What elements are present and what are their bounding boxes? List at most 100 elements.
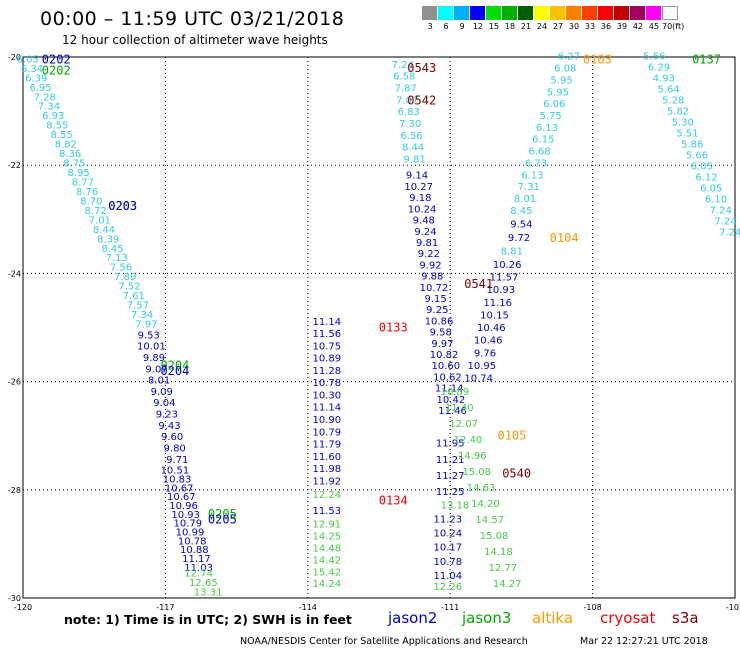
wave-height-value: 11.79: [312, 440, 341, 451]
wave-height-value: 10.01: [137, 342, 166, 353]
wave-height-value: 11.14: [312, 317, 341, 328]
wave-height-value: 11.56: [312, 329, 341, 340]
legend-label: 42: [632, 22, 644, 31]
legend-labels: 3 6 9 12 15 18 21 24 27 30 33 36 39 42 45 70(ft): [422, 22, 684, 31]
wave-height-value: 10.27: [404, 182, 433, 193]
wave-height-value: 7.31: [518, 182, 540, 193]
wave-height-value: 6.83: [398, 107, 420, 118]
pass-label: 0134: [379, 494, 408, 508]
wave-height-value: 10.24: [434, 528, 463, 539]
wave-height-value: 11.14: [312, 403, 341, 414]
wave-height-value: 10.46: [474, 336, 503, 347]
wave-height-value: 6.05: [17, 54, 39, 65]
wave-height-value: 12.91: [312, 520, 341, 531]
wave-height-value: 10.93: [171, 510, 200, 521]
wave-height-value: 7.57: [127, 301, 149, 312]
legend-label: 6: [443, 22, 449, 31]
wave-height-value: 10.89: [441, 387, 470, 398]
pass-label: 0541: [464, 277, 493, 291]
wave-height-value: 9.22: [418, 249, 440, 260]
wave-height-value: 9.81: [416, 238, 438, 249]
legend-label: 45: [648, 22, 660, 31]
footer-timestamp: Mar 22 12:27:21 UTC 2018: [580, 636, 708, 647]
legend-label: 24: [536, 22, 548, 31]
lon-tick-label: -108: [584, 603, 602, 612]
wave-height-value: 10.17: [434, 543, 463, 554]
pass-label: 0202: [42, 53, 71, 67]
wave-height-value: 9.15: [424, 294, 446, 305]
wave-height-value: 14.18: [484, 547, 513, 558]
wave-height-value: 10.78: [434, 557, 463, 568]
legend-swatch: [534, 6, 550, 20]
legend-label: 27: [552, 22, 564, 31]
wave-height-value: 5.95: [547, 87, 569, 98]
wave-height-value: 12.77: [488, 563, 517, 574]
wave-height-value: 5.75: [539, 111, 561, 122]
wave-height-value: 6.13: [536, 123, 558, 134]
pass-label: 0103: [583, 53, 612, 67]
wave-height-value: 9.58: [430, 328, 452, 339]
wave-height-value: 12.26: [434, 582, 463, 593]
lat-tick-label: -22: [8, 161, 21, 170]
wave-height-value: 9.14: [406, 171, 428, 182]
wave-height-value: 10.78: [312, 378, 341, 389]
wave-height-value: 10.83: [163, 474, 192, 485]
wave-height-value: 11.40: [445, 403, 474, 414]
wave-height-value: 7.07: [396, 95, 418, 106]
wave-height-value: 7.61: [123, 291, 145, 302]
wave-height-value: 12.24: [312, 490, 341, 501]
wave-height-value: 6.06: [543, 99, 565, 110]
legend-swatch: [614, 6, 630, 20]
wave-height-value: 14.96: [458, 451, 487, 462]
wave-height-value: 9.25: [426, 305, 448, 316]
wave-height-value: 7.34: [131, 310, 153, 321]
wave-height-value: 14.63: [467, 483, 496, 494]
wave-height-value: 8.75: [63, 159, 85, 170]
wave-height-value: 7.24: [392, 60, 414, 71]
wave-height-value: 8.82: [55, 140, 77, 151]
wave-height-value: 9.24: [414, 227, 436, 238]
satellite-legend-s3a: s3a: [672, 609, 699, 627]
legend-swatch: [518, 6, 534, 20]
wave-height-value: 5.82: [667, 107, 689, 118]
wave-height-value: 8.70: [80, 196, 102, 207]
wave-height-value: 12.07: [449, 419, 478, 430]
wave-height-value: 9.43: [158, 421, 180, 432]
wave-height-value: 7.89: [114, 272, 136, 283]
wave-height-value: 8.72: [84, 206, 106, 217]
wave-height-value: 10.86: [425, 316, 454, 327]
wave-height-value: 9.54: [510, 219, 532, 230]
wave-height-value: 9.18: [409, 193, 431, 204]
lon-tick-label: -105: [726, 603, 740, 612]
wave-height-value: 9.89: [143, 353, 165, 364]
legend-label: 12: [472, 22, 484, 31]
pass-label: 0542: [407, 93, 436, 107]
wave-height-value: 10.79: [174, 519, 203, 530]
wave-height-value: 6.13: [521, 170, 543, 181]
pass-label: 0133: [379, 321, 408, 335]
legend-swatches: [422, 6, 678, 20]
wave-height-value: 11.92: [312, 476, 341, 487]
wave-height-value: 11.98: [312, 464, 341, 475]
wave-height-value: 9.97: [431, 339, 453, 350]
wave-height-value: 11.21: [436, 455, 465, 466]
wave-height-value: 6.73: [525, 158, 547, 169]
legend-swatch: [582, 6, 598, 20]
wave-height-value: 10.95: [468, 361, 497, 372]
wave-height-value: 4.93: [653, 74, 675, 85]
wave-height-value: 11.03: [184, 563, 213, 574]
wave-height-value: 8.55: [46, 121, 68, 132]
pass-label: 0205: [208, 513, 237, 527]
wave-height-value: 7.24: [710, 206, 732, 217]
legend-label: 39: [616, 22, 628, 31]
wave-height-value: 11.57: [490, 273, 519, 284]
wave-height-value: 6.08: [554, 64, 576, 75]
wave-height-value: 10.46: [477, 323, 506, 334]
wave-height-value: 7.24: [714, 217, 736, 228]
pass-label: 0204: [160, 358, 189, 372]
wave-height-value: 13.18: [441, 501, 470, 512]
wave-height-value: 6.05: [700, 184, 722, 195]
wave-height-value: 8.81: [501, 246, 523, 257]
wave-height-value: 5.64: [657, 85, 679, 96]
